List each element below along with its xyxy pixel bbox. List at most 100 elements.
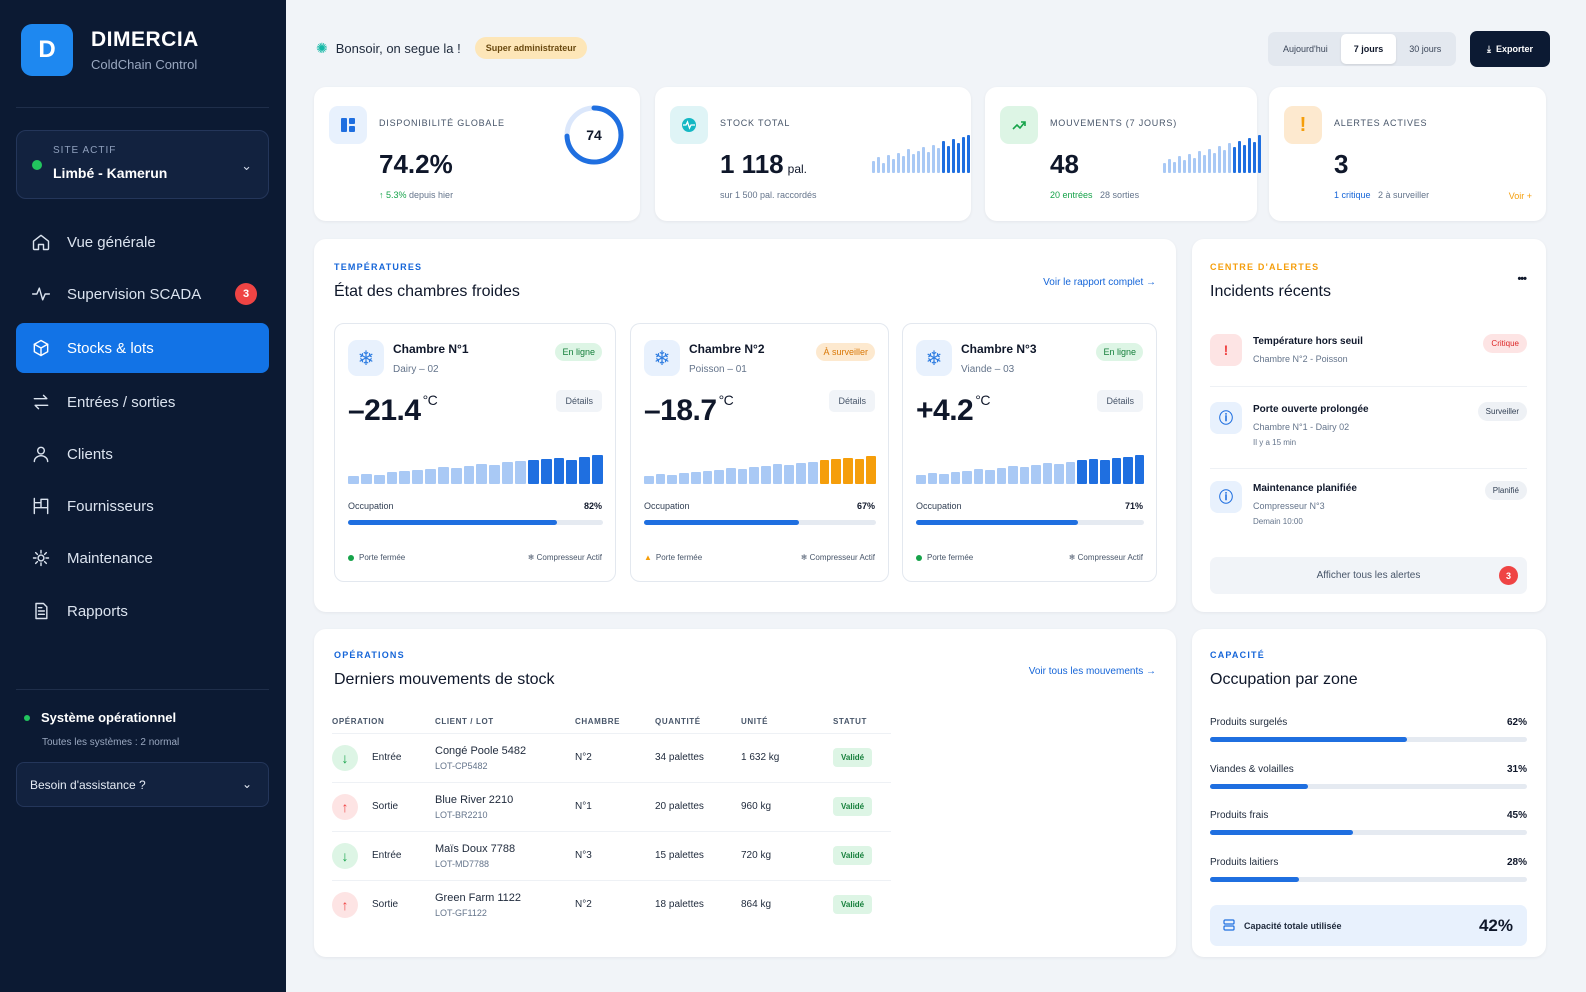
snowflake-icon: ❄ bbox=[348, 340, 384, 376]
entries-count: 20 entrées bbox=[1050, 190, 1093, 200]
zone-bar bbox=[1210, 830, 1527, 835]
temperature-bar bbox=[412, 470, 424, 484]
kpi-stock: STOCK TOTAL 1 118 pal. sur 1 500 pal. rac… bbox=[655, 87, 971, 221]
spark-bar bbox=[897, 153, 900, 173]
stock-unit: pal. bbox=[787, 162, 807, 176]
more-options-icon[interactable]: ••• bbox=[1517, 273, 1527, 285]
unit-cell: 1 632 kg bbox=[741, 732, 833, 782]
nav-item-entrees-sorties[interactable]: Entrées / sorties bbox=[16, 377, 269, 427]
table-row[interactable]: ↑ Sortie Blue River 2210 LOT-BR2210 N°1 20… bbox=[332, 781, 891, 831]
spark-bar bbox=[1173, 162, 1176, 173]
spark-bar bbox=[887, 155, 890, 173]
temperature-bar bbox=[1088, 459, 1098, 484]
occupation-bar bbox=[916, 520, 1144, 525]
alerts-count-badge: 3 bbox=[1499, 566, 1518, 585]
incident-time: Demain 10:00 bbox=[1253, 517, 1303, 526]
room-card[interactable]: ❄ Chambre N°3 Viande – 03 En ligne Détai… bbox=[902, 323, 1157, 582]
temperature-bar bbox=[373, 475, 385, 484]
temperature-bar bbox=[489, 465, 501, 484]
client-name: Congé Poole 5482 bbox=[435, 744, 527, 757]
pulse-icon bbox=[670, 106, 708, 144]
temperature-bar bbox=[667, 475, 678, 484]
spark-bar bbox=[872, 161, 875, 173]
table-row[interactable]: ↓ Entrée Congé Poole 5482 LOT-CP5482 N°2 3… bbox=[332, 732, 891, 782]
lot-id: LOT-MD7788 bbox=[435, 858, 490, 869]
spark-bar bbox=[902, 156, 905, 173]
temperature-bar bbox=[1077, 460, 1087, 484]
details-button[interactable]: Détails bbox=[556, 390, 602, 412]
help-dropdown[interactable]: Besoin d'assistance ? ⌄ bbox=[16, 762, 269, 807]
table-row[interactable]: ↓ Entrée Maïs Doux 7788 LOT-MD7788 N°3 15 … bbox=[332, 830, 891, 880]
column-header: CHAMBRE bbox=[575, 717, 621, 727]
warning-icon: ! bbox=[1284, 106, 1322, 144]
details-button[interactable]: Détails bbox=[1097, 390, 1143, 412]
room-cell: N°3 bbox=[575, 830, 655, 880]
period-today-button[interactable]: Aujourd'hui bbox=[1283, 44, 1328, 54]
incident-title: Maintenance planifiée bbox=[1253, 483, 1357, 494]
arrows-swap-icon bbox=[30, 391, 52, 413]
nav-label: Fournisseurs bbox=[67, 497, 154, 515]
room-cell: N°1 bbox=[575, 781, 655, 831]
settings-icon bbox=[30, 547, 52, 569]
room-card[interactable]: ❄ Chambre N°2 Poisson – 01 À surveiller … bbox=[630, 323, 889, 582]
door-text: Porte fermée bbox=[927, 553, 974, 562]
details-button[interactable]: Détails bbox=[829, 390, 875, 412]
temperature-bar bbox=[737, 469, 748, 484]
brand-name: DIMERCIA bbox=[91, 28, 199, 51]
temperature-bar bbox=[714, 470, 724, 484]
nav-item-fournisseurs[interactable]: Fournisseurs bbox=[16, 481, 269, 531]
zone-row: Produits laitiers 28% bbox=[1210, 857, 1527, 882]
kpi-title: MOUVEMENTS (7 JOURS) bbox=[1050, 118, 1178, 128]
temperature-bar bbox=[1054, 464, 1064, 484]
temperature-bar bbox=[1100, 460, 1110, 484]
nav-item-maintenance[interactable]: Maintenance bbox=[16, 533, 269, 583]
section-tag: TEMPÉRATURES bbox=[334, 262, 423, 272]
delta-value: ↑ 5.3% bbox=[379, 190, 407, 200]
period-30d-button[interactable]: 30 jours bbox=[1409, 44, 1442, 54]
table-row[interactable]: ↑ Sortie Green Farm 1122 LOT-GF1122 N°2 18… bbox=[332, 879, 891, 929]
kpi-subtitle: 20 entrées 28 sorties bbox=[1050, 190, 1139, 200]
nav-label: Stocks & lots bbox=[67, 339, 154, 357]
export-button[interactable]: ⤓ Exporter bbox=[1470, 31, 1550, 67]
temperature-bar bbox=[514, 461, 526, 484]
temperature-bar bbox=[1019, 467, 1029, 484]
nav-item-stocks-lots[interactable]: Stocks & lots bbox=[16, 323, 269, 373]
kpi-availability: DISPONIBILITÉ GLOBALE 74.2% ↑ 5.3% depui… bbox=[314, 87, 640, 221]
temp-number: +4.2 bbox=[916, 394, 974, 427]
nav-item-rapports[interactable]: Rapports bbox=[16, 586, 269, 636]
occupation-fill bbox=[644, 520, 800, 525]
brand-subtitle: ColdChain Control bbox=[91, 57, 198, 72]
status-dot bbox=[24, 714, 30, 721]
zone-label: Viandes & volailles bbox=[1210, 764, 1294, 775]
brand[interactable]: D DIMERCIA ColdChain Control bbox=[21, 24, 199, 76]
nav-item-vue-generale[interactable]: Vue générale bbox=[16, 217, 269, 267]
temperature-value: –21.4 °C bbox=[348, 392, 438, 428]
occupation-bar bbox=[644, 520, 876, 525]
nav-item-supervision-scada[interactable]: Supervision SCADA 3 bbox=[16, 269, 269, 319]
spark-bar bbox=[1208, 149, 1211, 173]
temperature-bars bbox=[644, 452, 877, 484]
client-name: Maïs Doux 7788 bbox=[435, 842, 516, 855]
temperature-bar bbox=[1134, 455, 1144, 484]
stock-value: 1 118 bbox=[720, 149, 784, 179]
alerts-see-more-link[interactable]: Voir + bbox=[1508, 191, 1532, 201]
full-report-link[interactable]: Voir le rapport complet → bbox=[1043, 277, 1156, 288]
room-cell: N°2 bbox=[575, 879, 655, 929]
temperature-bar bbox=[854, 459, 865, 484]
all-movements-link[interactable]: Voir tous les mouvements → bbox=[1028, 666, 1156, 677]
period-7d-button[interactable]: 7 jours bbox=[1340, 34, 1397, 64]
spark-bar bbox=[947, 146, 950, 173]
room-card[interactable]: ❄ Chambre N°1 Dairy – 02 En ligne Détail… bbox=[334, 323, 616, 582]
site-selector[interactable]: SITE ACTIF Limbé - Kamerun ⌄ bbox=[16, 130, 269, 199]
show-all-alerts-button[interactable]: Afficher tous les alertes 3 bbox=[1210, 557, 1527, 594]
kpi-delta: ↑ 5.3% depuis hier bbox=[379, 190, 453, 200]
column-header: CLIENT / LOT bbox=[435, 717, 494, 727]
column-header: QUANTITÉ bbox=[655, 717, 701, 727]
divider bbox=[16, 689, 269, 690]
zone-fill bbox=[1210, 877, 1299, 882]
room-name: Chambre N°2 bbox=[689, 342, 765, 356]
nav-item-clients[interactable]: Clients bbox=[16, 429, 269, 479]
room-sub: Poisson – 01 bbox=[689, 364, 747, 375]
wave-icon: ✺ bbox=[316, 39, 328, 56]
spark-bar bbox=[1213, 153, 1216, 173]
